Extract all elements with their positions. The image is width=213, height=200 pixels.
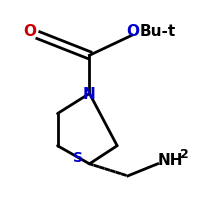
Text: O: O (127, 24, 140, 38)
Text: O: O (23, 24, 36, 38)
Text: Bu-t: Bu-t (140, 24, 176, 38)
Text: 2: 2 (180, 147, 189, 160)
Text: N: N (83, 87, 96, 101)
Text: NH: NH (158, 153, 183, 167)
Text: S: S (73, 150, 83, 164)
